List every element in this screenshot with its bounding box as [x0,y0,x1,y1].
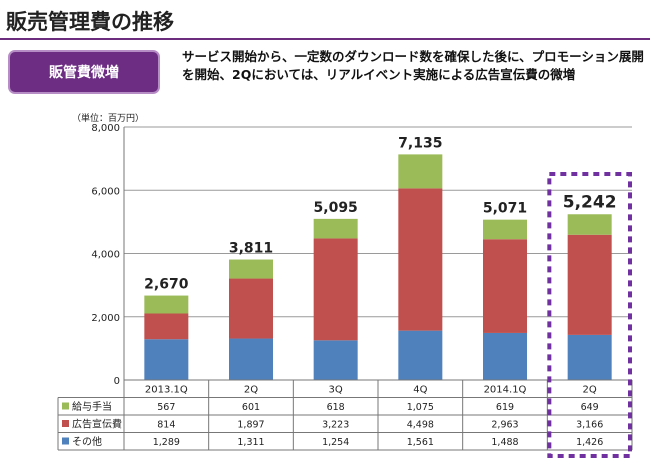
data-table-cell: 1,561 [407,437,434,448]
data-table-cell: 3,223 [322,420,349,431]
bar-segment-salary [567,214,612,235]
bar-segment-ad [144,313,189,340]
bar-segment-ad [229,278,273,339]
title-rule [0,38,650,40]
bar-total-label: 5,095 [314,200,358,216]
y-tick-label: 0 [114,376,120,387]
bar-total-label: 7,135 [398,135,442,151]
x-category-label: 3Q [329,385,343,396]
data-table-cell: 1,488 [491,437,518,448]
data-table-cell: 649 [581,402,599,413]
highlight-box [547,172,632,458]
x-category-label: 2Q [244,385,258,396]
data-table-cell: 4,498 [407,420,434,431]
bar-segment-other [229,338,273,380]
bar-total-label: 5,071 [483,201,527,217]
bar-segment-ad [398,188,443,331]
data-table-cell: 1,897 [237,420,264,431]
bar-segment-salary [144,295,189,314]
legend-label: 広告宣伝費 [72,418,122,431]
bar-segment-other [567,334,612,380]
bar-segment-salary [483,219,527,240]
data-table-cell: 1,254 [322,437,349,448]
bar-total-label: 3,811 [229,241,273,257]
bar-segment-salary [398,154,443,189]
bar-segment-ad [483,239,527,333]
data-table-cell: 814 [157,420,175,431]
x-category-label: 2Q [583,385,597,396]
y-tick-label: 8,000 [91,123,120,134]
data-table-cell: 619 [496,402,514,413]
data-table-cell: 1,289 [153,437,180,448]
data-table-cell: 3,166 [576,420,603,431]
data-table-cell: 567 [157,402,175,413]
data-table-cell: 618 [327,402,345,413]
badge-label: 販管費微増 [8,50,160,94]
legend-label: 給与手当 [72,400,112,413]
bar-segment-other [398,330,443,380]
bar-segment-ad [313,238,358,341]
data-table-cell: 601 [242,402,260,413]
legend-key-other [62,437,69,445]
bar-segment-ad [567,234,612,335]
bar-segment-other [144,339,189,380]
x-category-label: 2014.1Q [484,385,527,396]
data-table-cell: 1,426 [576,437,603,448]
y-tick-label: 2,000 [91,313,120,324]
x-category-label: 2013.1Q [145,385,188,396]
data-table-cell: 2,963 [491,420,518,431]
unit-label: （単位：百万円） [72,112,144,124]
bar-total-label: 2,670 [144,277,189,293]
bar-segment-salary [229,259,273,279]
bar-segment-salary [313,218,358,239]
legend-key-salary [62,402,69,410]
y-tick-label: 6,000 [91,186,120,197]
bar-segment-other [313,340,358,380]
page-title: 販売管理費の推移 [6,10,174,34]
data-table-cell: 1,311 [237,437,264,448]
x-category-label: 4Q [413,385,427,396]
legend-key-ad [62,420,69,427]
data-table-cell: 1,075 [407,402,434,413]
description-text: サービス開始から、一定数のダウンロード数を確保した後に、プロモーション展開を開始… [182,49,644,82]
legend-label: その他 [72,435,102,448]
bar-total-label: 5,242 [563,192,617,212]
y-tick-label: 4,000 [91,250,120,261]
bar-segment-other [483,332,527,380]
